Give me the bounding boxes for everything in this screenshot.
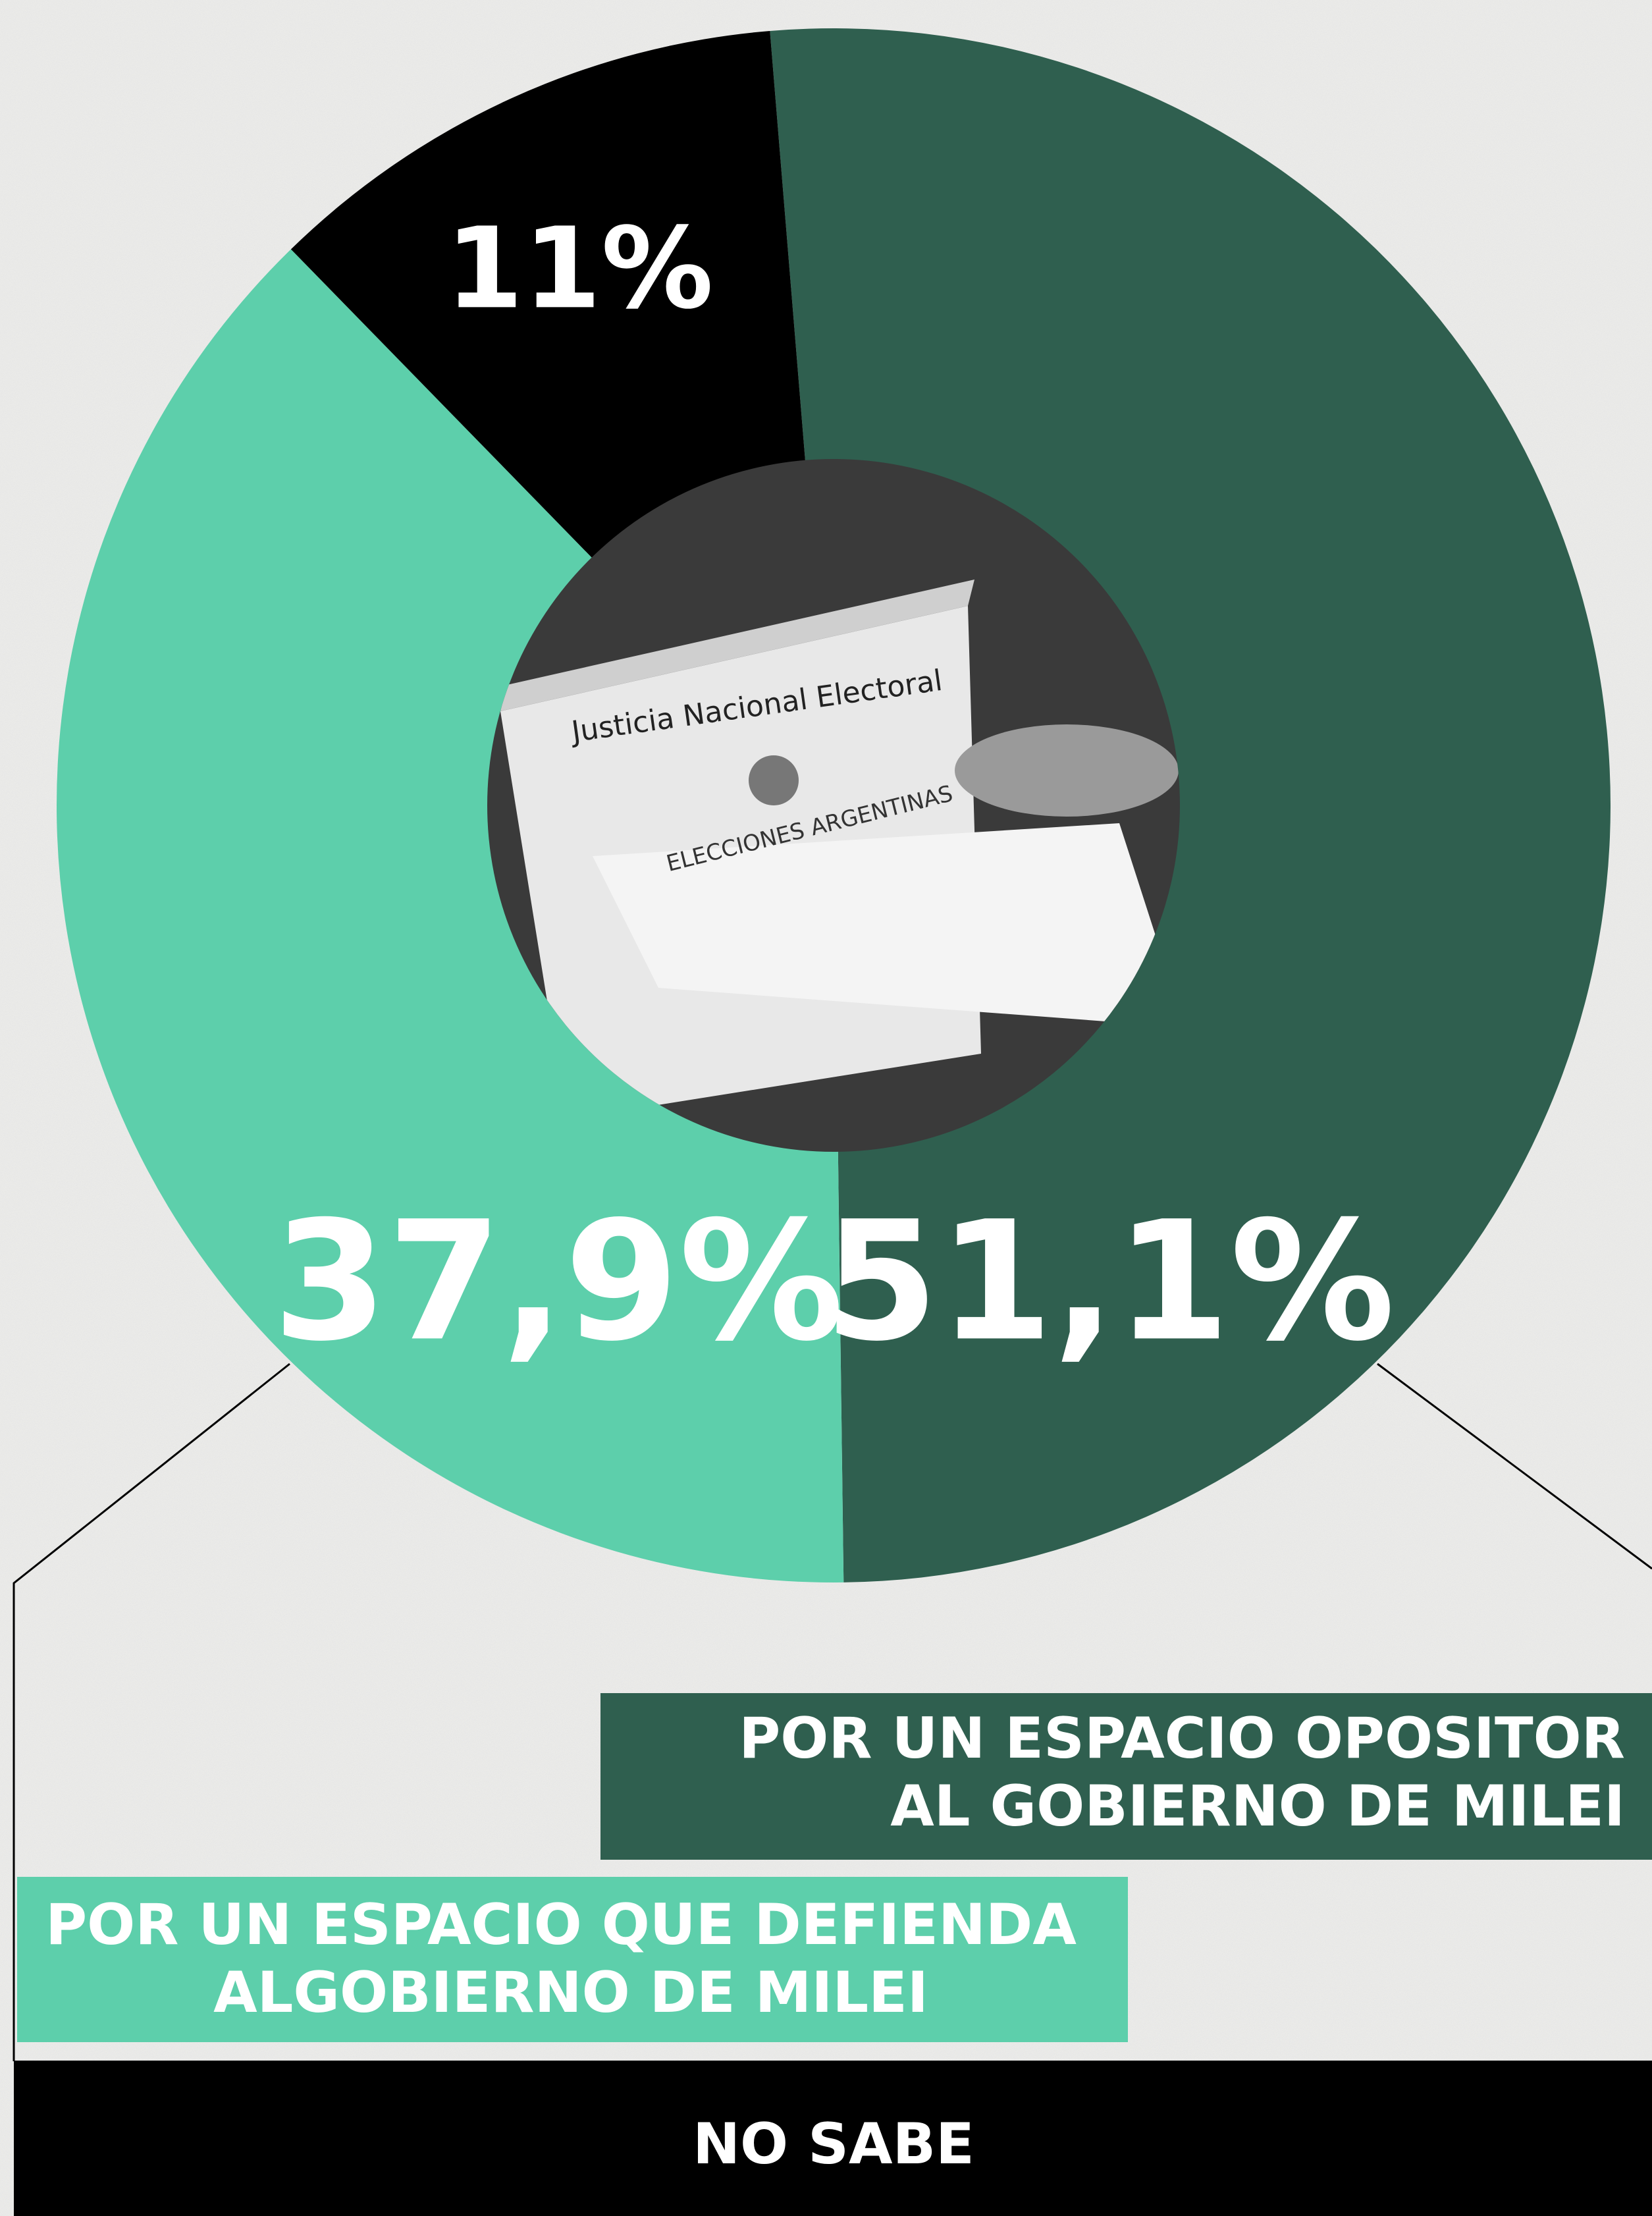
donut-slice — [290, 30, 806, 560]
box-top — [500, 580, 974, 711]
envelope — [593, 823, 1180, 1027]
legend-box — [17, 1877, 1128, 2042]
legend-label: POR UN ESPACIO OPOSITOR AL GOBIERNO DE M… — [739, 1706, 1625, 1839]
legend-label: NO SABE — [693, 2111, 974, 2177]
hand — [955, 724, 1179, 817]
leader-line — [13, 1363, 290, 2061]
photo: Justicia Nacional Electoral ELECCIONES A… — [487, 459, 1180, 1152]
legend-box — [14, 2061, 1652, 2216]
legend: POR UN ESPACIO OPOSITOR AL GOBIERNO DE M… — [14, 1693, 1652, 2216]
donut-slice — [57, 249, 844, 1583]
legend-label: POR UN ESPACIO QUE DEFIENDA ALGOBIERNO D… — [45, 1892, 1077, 2026]
leader-line — [1377, 1363, 1652, 1570]
donut-slice — [770, 28, 1611, 1582]
value-label: 51,1% — [824, 1185, 1395, 1377]
value-label: 11% — [446, 203, 714, 334]
donut — [57, 28, 1611, 1583]
legend-box — [600, 1693, 1652, 1860]
emblem — [749, 755, 799, 805]
value-label: 37,9% — [273, 1185, 843, 1377]
